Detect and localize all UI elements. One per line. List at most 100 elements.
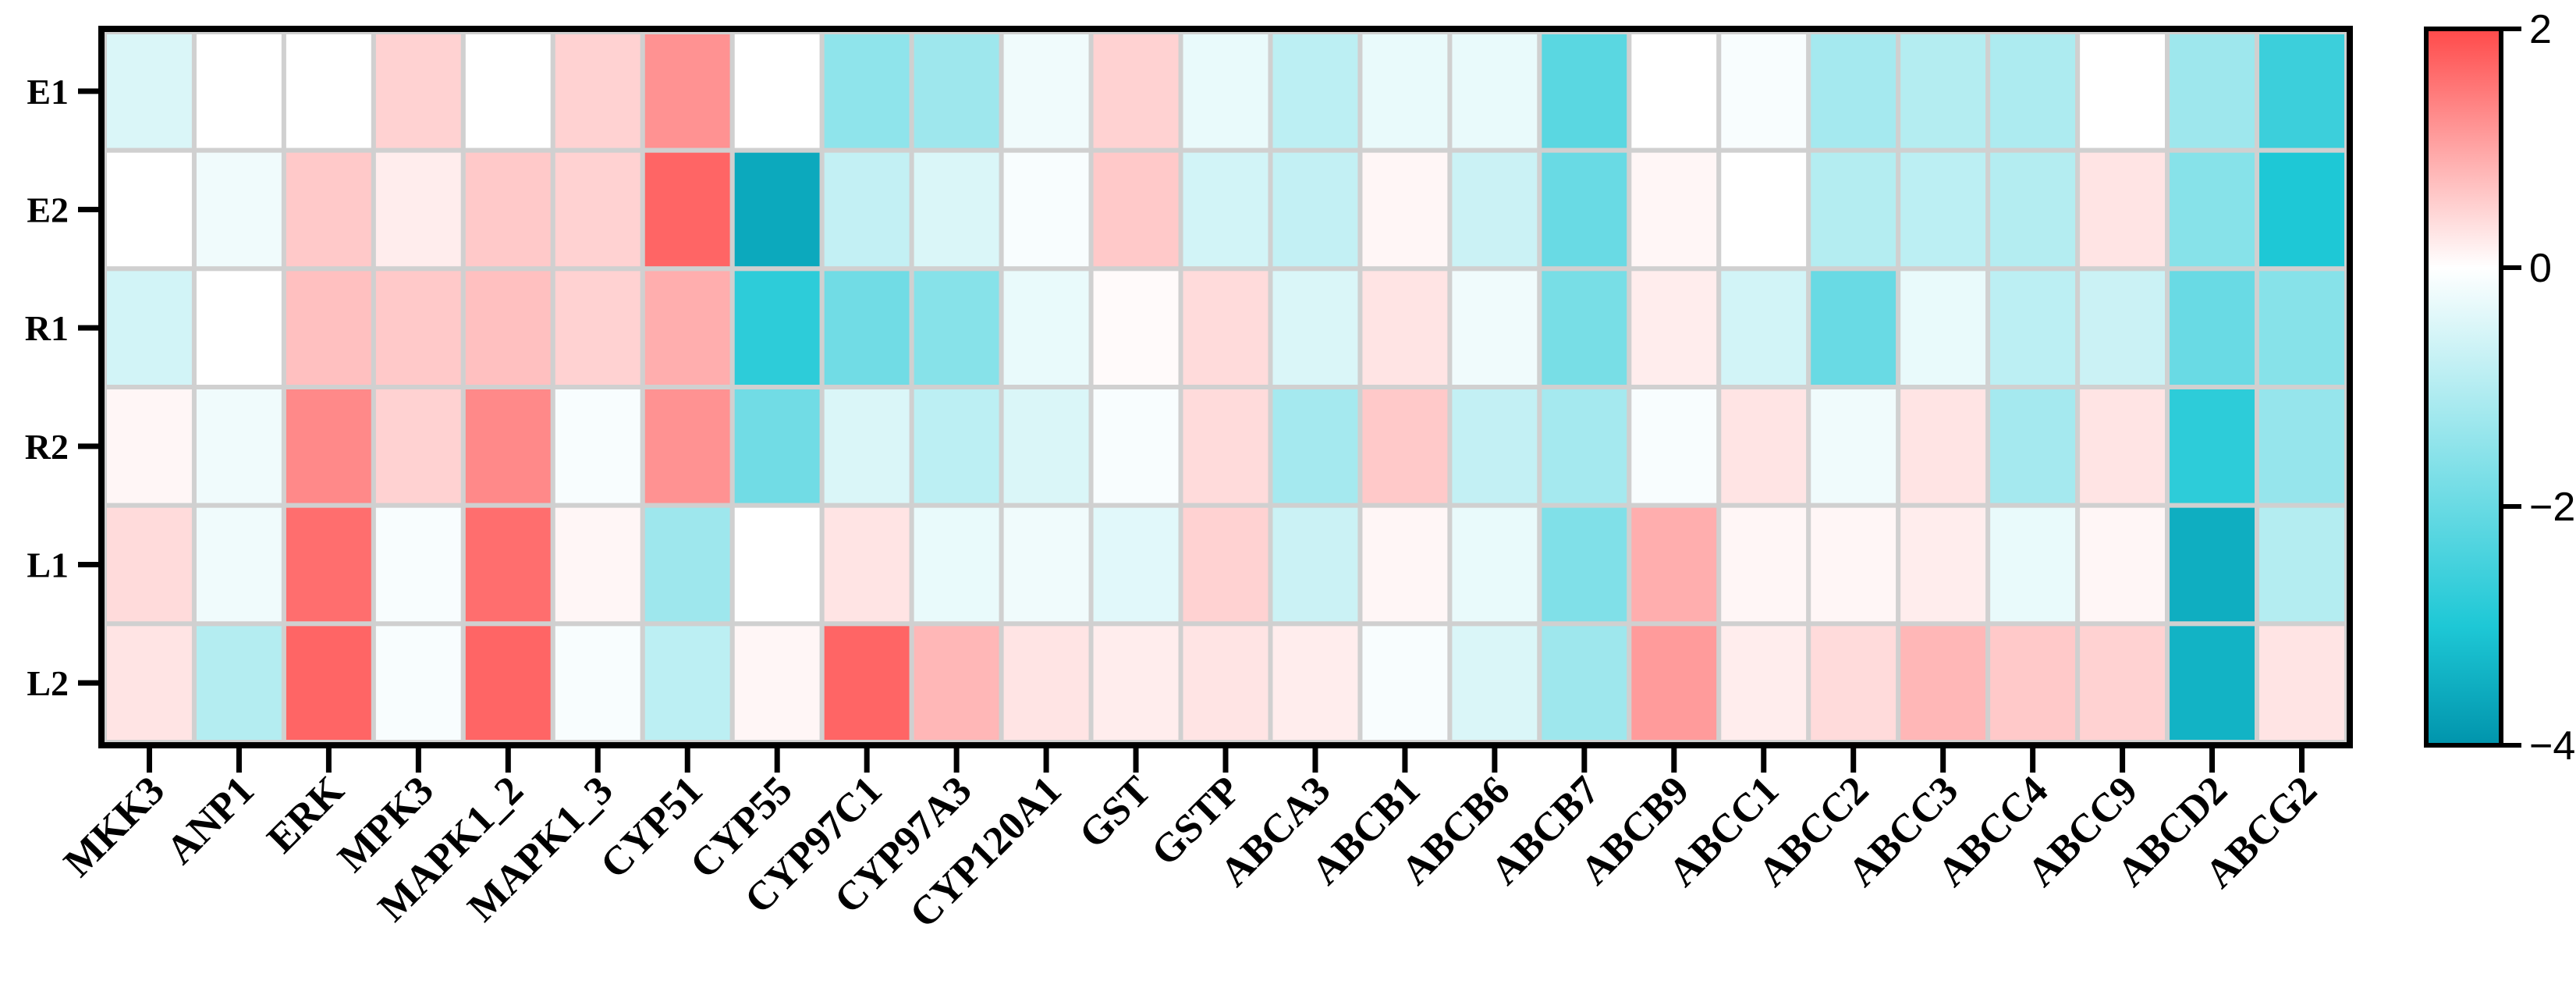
heatmap-cell <box>1357 266 1453 390</box>
heatmap-cell <box>371 385 466 508</box>
heatmap-cell <box>1447 147 1542 272</box>
heatmap-cell <box>2075 621 2170 744</box>
heatmap-cell <box>819 266 914 390</box>
heatmap-cell <box>102 621 197 744</box>
heatmap-cell <box>371 621 466 744</box>
heatmap-cell <box>2255 266 2350 390</box>
heatmap-cell <box>1627 621 1722 744</box>
heatmap-cell <box>191 147 286 272</box>
heatmap-cell <box>2075 147 2170 272</box>
heatmap-cell <box>1088 30 1183 153</box>
colorbar-ticks: 2 0 −2 −4 <box>2501 7 2575 769</box>
heatmap-cell <box>550 266 645 390</box>
heatmap-cell <box>2255 30 2350 153</box>
heatmap-cell <box>550 30 645 153</box>
heatmap-cell <box>102 385 197 508</box>
heatmap-cell <box>2075 503 2170 627</box>
heatmap-cell <box>819 30 914 153</box>
heatmap-cell <box>1178 266 1273 390</box>
heatmap-cell <box>1268 385 1363 508</box>
heatmap-cell <box>371 503 466 627</box>
heatmap-cell <box>371 30 466 153</box>
heatmap-cell <box>2165 30 2260 153</box>
heatmap-cell <box>2075 30 2170 153</box>
heatmap-cell <box>1627 385 1722 508</box>
heatmap-cell <box>102 30 197 153</box>
heatmap-cell <box>999 147 1094 272</box>
heatmap-cell <box>729 266 825 390</box>
heatmap-cell <box>640 266 735 390</box>
heatmap-cell <box>191 266 286 390</box>
heatmap-cell <box>999 621 1094 744</box>
heatmap-cell <box>281 30 376 153</box>
heatmap-cell <box>1716 147 1811 272</box>
heatmap-cell <box>460 621 555 744</box>
heatmap-cell <box>1985 147 2081 272</box>
heatmap-cell <box>1806 266 1901 390</box>
heatmap-cell <box>1537 385 1632 508</box>
heatmap-cell <box>1896 503 1991 627</box>
heatmap-cell <box>1716 503 1811 627</box>
heatmap-cell <box>2255 385 2350 508</box>
plot-frame <box>98 26 2353 748</box>
heatmap-cell <box>1268 621 1363 744</box>
heatmap-cell <box>819 385 914 508</box>
heatmap-cell <box>1088 266 1183 390</box>
heatmap-cell <box>1088 621 1183 744</box>
heatmap-cell <box>729 503 825 627</box>
heatmap-cell <box>1985 266 2081 390</box>
heatmap-cell <box>1178 30 1273 153</box>
heatmap-cell <box>2255 503 2350 627</box>
heatmap-cell <box>550 503 645 627</box>
row-label: R1 <box>25 308 69 348</box>
heatmap-cell <box>191 503 286 627</box>
heatmap-cell <box>729 621 825 744</box>
heatmap-cell <box>1357 503 1453 627</box>
row-label: E1 <box>27 72 69 112</box>
heatmap-cell <box>1985 30 2081 153</box>
heatmap-cell <box>1088 385 1183 508</box>
heatmap-cell <box>1537 266 1632 390</box>
heatmap-cell <box>2165 266 2260 390</box>
heatmap-cell <box>1806 385 1901 508</box>
heatmap-cell <box>909 266 1004 390</box>
colorbar: 2 0 −2 −4 <box>2424 7 2575 769</box>
heatmap-cell <box>1447 385 1542 508</box>
heatmap-cell <box>999 503 1094 627</box>
heatmap-cell <box>460 503 555 627</box>
heatmap-cell <box>550 621 645 744</box>
heatmap-cell <box>550 385 645 508</box>
heatmap-cell <box>2075 266 2170 390</box>
heatmap-cell <box>1178 621 1273 744</box>
heatmap-cell <box>2165 147 2260 272</box>
heatmap-cell <box>1716 385 1811 508</box>
heatmap-cell <box>281 385 376 508</box>
heatmap-cell <box>1088 147 1183 272</box>
heatmap-cell <box>1357 621 1453 744</box>
heatmap-cell <box>1716 30 1811 153</box>
heatmap-cell <box>102 147 197 272</box>
heatmap-cell <box>640 503 735 627</box>
heatmap-cell <box>550 147 645 272</box>
row-label: L2 <box>27 663 69 703</box>
heatmap-cell <box>1357 147 1453 272</box>
heatmap-cell <box>640 30 735 153</box>
heatmap-cell <box>1357 385 1453 508</box>
colorbar-tick-label: −2 <box>2529 485 2575 530</box>
heatmap-cell <box>2255 621 2350 744</box>
heatmap-cell <box>2165 503 2260 627</box>
heatmap-cell <box>729 147 825 272</box>
heatmap-cell <box>2075 385 2170 508</box>
heatmap-cell <box>1806 621 1901 744</box>
heatmap-cell <box>1447 503 1542 627</box>
heatmap-cell <box>819 503 914 627</box>
row-label: R2 <box>25 427 69 467</box>
heatmap-cell <box>281 266 376 390</box>
heatmap-cell <box>1447 266 1542 390</box>
heatmap-cell <box>1896 30 1991 153</box>
heatmap-cell <box>909 147 1004 272</box>
heatmap-cell <box>1896 147 1991 272</box>
heatmap-cell <box>1268 30 1363 153</box>
row-labels: E1 E2 R1 R2 L1 L2 <box>25 72 101 703</box>
heatmap-cell <box>1896 621 1991 744</box>
